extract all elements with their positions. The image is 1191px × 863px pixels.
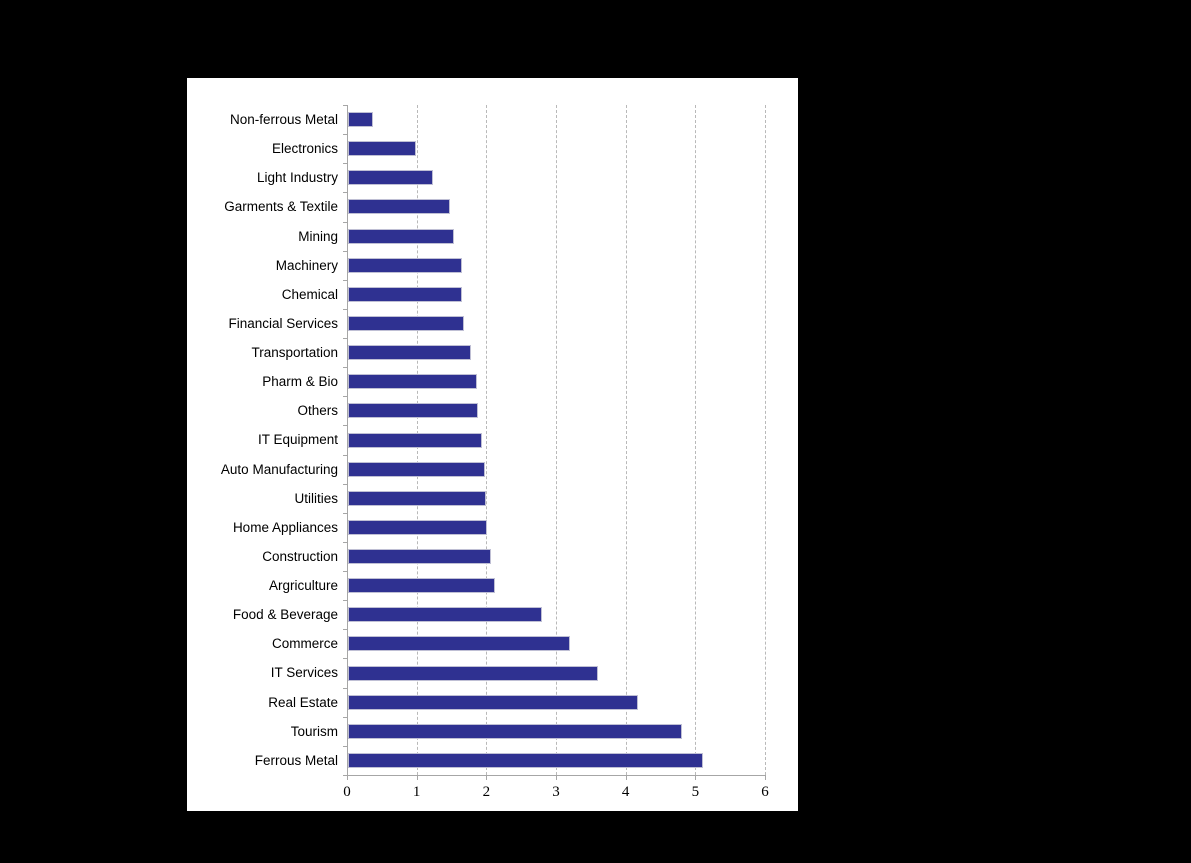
bar [348, 752, 704, 768]
y-axis-tick [343, 775, 347, 776]
category-label: Financial Services [228, 315, 338, 331]
y-axis-tick [343, 571, 347, 572]
y-axis-tick [343, 105, 347, 106]
category-label: Tourism [290, 723, 338, 739]
category-label: Argriculture [268, 578, 338, 594]
bar [348, 286, 463, 302]
category-label: Non-ferrous Metal [229, 112, 338, 127]
bar [348, 665, 599, 681]
bar [348, 374, 477, 390]
category-label: Garments & Textile [224, 199, 338, 215]
x-axis-tick [556, 776, 557, 780]
bar [348, 112, 374, 128]
bar [348, 228, 454, 244]
bar [348, 345, 471, 361]
category-axis-labels: Non-ferrous Metal Electronics Light Indust… [187, 105, 338, 775]
category-label: Light Industry [256, 170, 338, 186]
y-axis-tick [343, 717, 347, 718]
y-axis-tick [343, 542, 347, 543]
bar [348, 315, 465, 331]
x-tick-label: 4 [621, 784, 630, 800]
y-axis-tick [343, 367, 347, 368]
bar [348, 694, 638, 710]
bar [348, 170, 433, 186]
x-axis-tick [765, 776, 766, 780]
bar [348, 723, 683, 739]
y-axis-tick [343, 484, 347, 485]
y-axis-tick [343, 688, 347, 689]
gridline [486, 105, 488, 775]
x-axis-tick [486, 776, 488, 780]
bar [348, 199, 450, 215]
x-axis-tick [416, 776, 418, 780]
bar [348, 549, 491, 565]
bar [348, 636, 570, 652]
x-tick-label: 2 [482, 784, 491, 800]
y-axis-tick [343, 629, 347, 630]
category-label: IT Equipment [257, 432, 338, 448]
category-label: Transportation [251, 345, 338, 361]
category-label: Machinery [275, 257, 338, 273]
x-tick-label: 1 [412, 784, 421, 800]
y-axis-tick [343, 600, 347, 601]
y-axis-tick [343, 280, 347, 281]
x-tick-label: 5 [691, 784, 700, 800]
gridline [695, 105, 697, 775]
plot-area [343, 105, 766, 780]
category-label: Construction [262, 548, 338, 564]
x-axis-tick [695, 776, 697, 780]
category-label: Auto Manufacturing [220, 461, 338, 477]
gridline [625, 105, 627, 775]
bar [348, 490, 486, 506]
bar [348, 607, 543, 623]
bar [348, 257, 462, 273]
y-axis-tick [343, 192, 347, 193]
x-axis-tick [347, 776, 348, 780]
category-label: Food & Beverage [232, 607, 338, 623]
y-axis-tick [343, 396, 347, 397]
y-axis-tick [343, 134, 347, 135]
y-axis-tick [343, 309, 347, 310]
x-axis-tick [625, 776, 627, 780]
category-label: Pharm & Bio [262, 374, 338, 390]
bar [348, 432, 483, 448]
bar [348, 519, 487, 535]
bar [348, 461, 485, 477]
y-axis-tick [343, 425, 347, 426]
category-label: Ferrous Metal [254, 752, 338, 768]
y-axis-tick [343, 746, 347, 747]
bar [348, 141, 417, 157]
category-label: Electronics [271, 141, 338, 157]
x-tick-label: 6 [761, 784, 769, 800]
y-axis-tick [343, 251, 347, 252]
y-axis-tick [343, 658, 347, 659]
x-tick-label: 3 [552, 784, 560, 800]
y-axis-tick [343, 163, 347, 164]
category-label: IT Services [270, 665, 338, 681]
category-label: Commerce [271, 636, 338, 652]
bar [348, 403, 479, 419]
category-label: Mining [298, 228, 338, 244]
y-axis-tick [343, 455, 347, 456]
y-axis-tick [343, 338, 347, 339]
bar [348, 578, 495, 594]
category-label: Others [297, 403, 338, 419]
category-label: Chemical [281, 286, 338, 302]
y-axis-tick [343, 513, 347, 514]
category-label: Utilities [294, 490, 338, 506]
y-axis-tick [343, 222, 347, 223]
chart-panel: Non-ferrous Metal Electronics Light Indust… [187, 78, 798, 811]
category-label: Home Appliances [232, 519, 338, 535]
gridline [765, 105, 766, 775]
category-label: Real Estate [268, 694, 338, 710]
gridline [556, 105, 557, 775]
x-tick-label: 0 [343, 784, 351, 800]
